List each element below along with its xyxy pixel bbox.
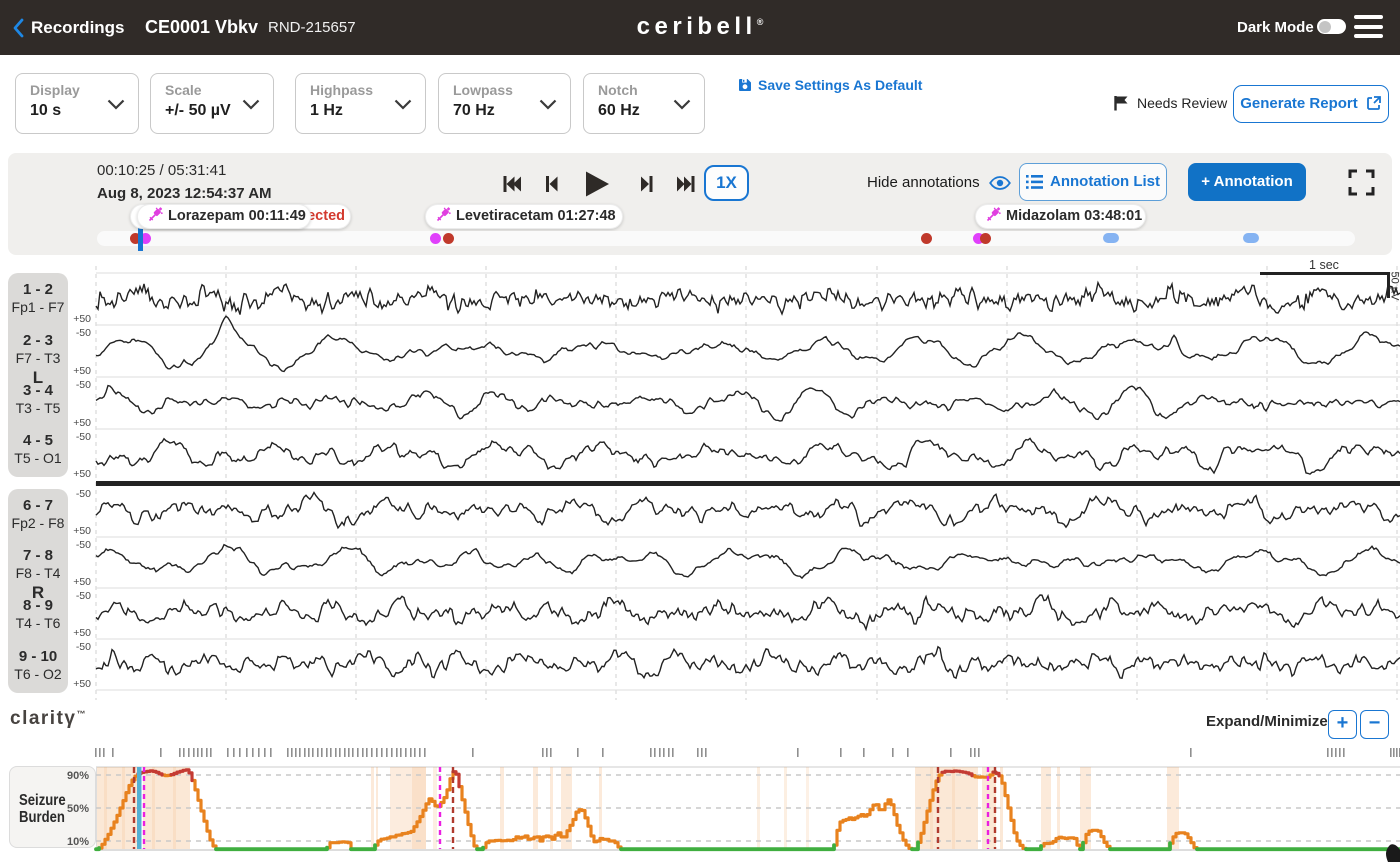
svg-text:1 sec: 1 sec	[1309, 258, 1339, 272]
svg-text:-50: -50	[76, 379, 91, 391]
svg-text:-50: -50	[76, 327, 91, 339]
svg-text:10%: 10%	[67, 836, 89, 848]
svg-text:50%: 50%	[67, 803, 89, 815]
svg-text:+50: +50	[73, 576, 91, 588]
svg-text:+50: +50	[73, 468, 91, 480]
svg-text:-50: -50	[76, 641, 91, 653]
svg-text:50 µV: 50 µV	[1389, 272, 1400, 302]
svg-text:90%: 90%	[67, 770, 89, 782]
svg-text:+50: +50	[73, 627, 91, 639]
svg-text:-50: -50	[76, 539, 91, 551]
svg-text:+50: +50	[73, 365, 91, 377]
svg-text:-50: -50	[76, 590, 91, 602]
svg-text:+50: +50	[73, 525, 91, 537]
svg-text:-50: -50	[76, 488, 91, 500]
svg-text:+50: +50	[73, 678, 91, 690]
svg-text:-50: -50	[76, 431, 91, 443]
svg-text:+50: +50	[73, 313, 91, 325]
svg-text:+50: +50	[73, 417, 91, 429]
